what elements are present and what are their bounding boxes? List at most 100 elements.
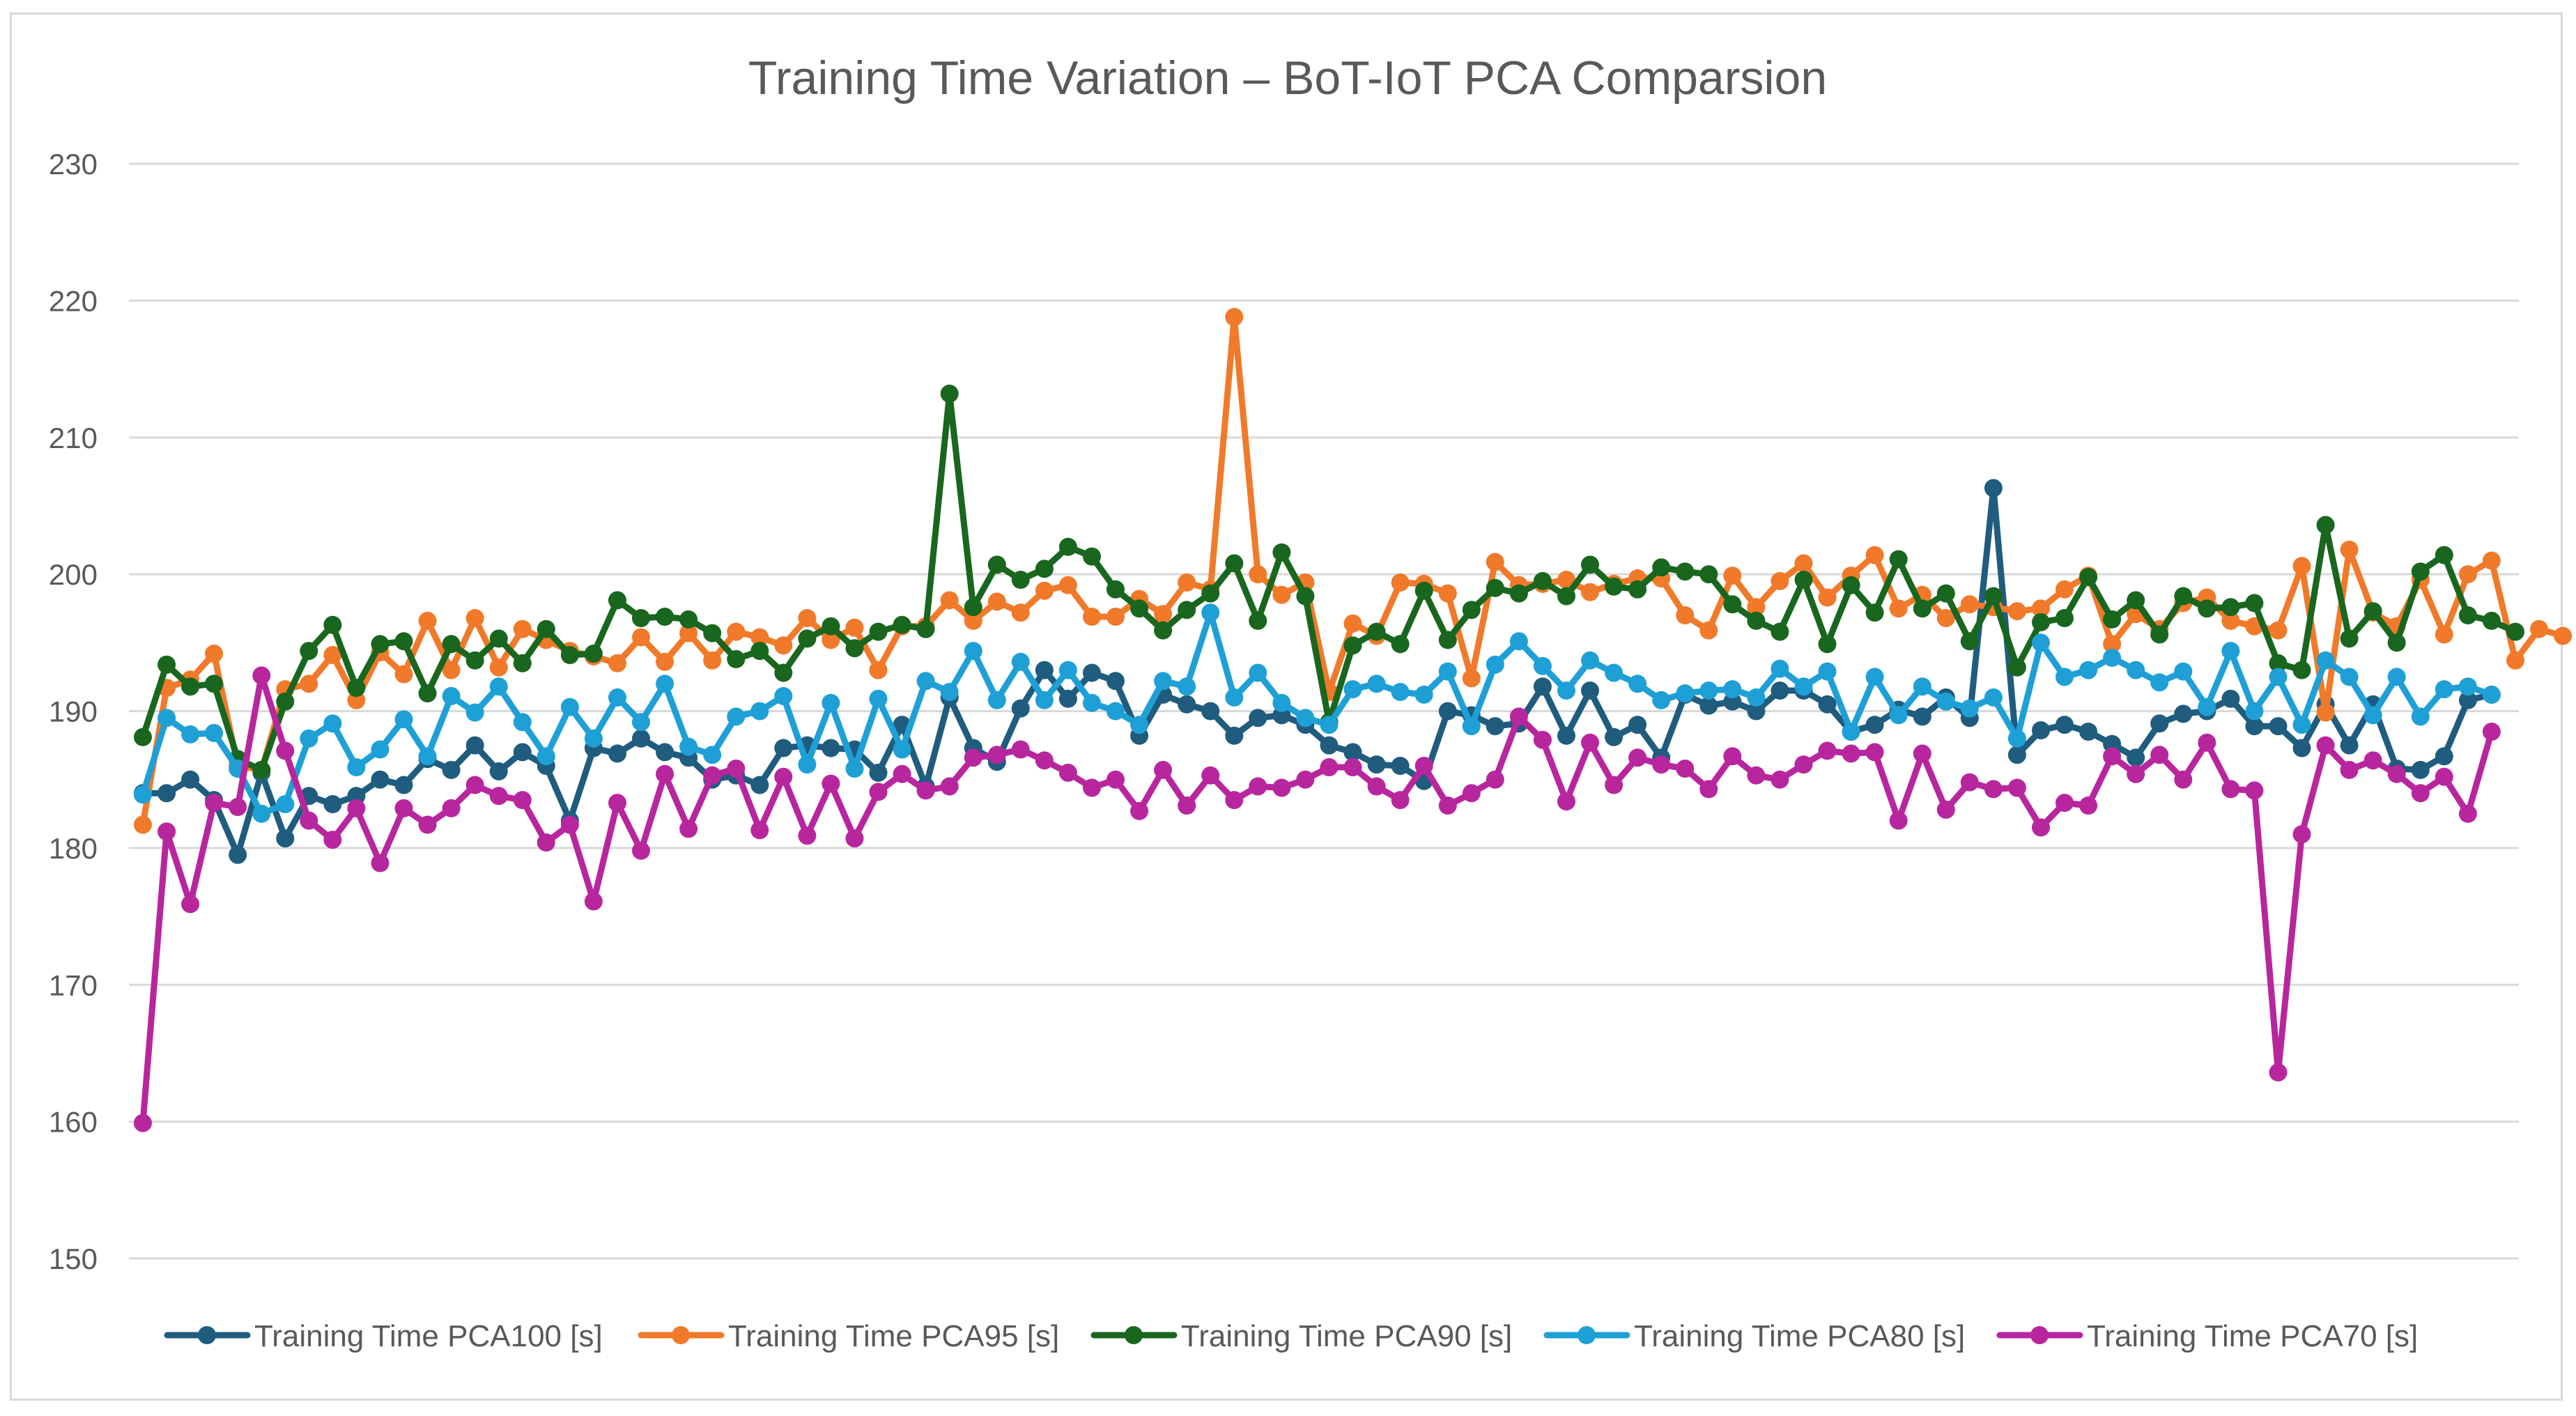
data-point [2482,723,2501,741]
data-point [1771,659,1789,678]
data-point [822,631,840,649]
data-point [157,784,176,803]
data-point [964,748,982,767]
data-point [679,610,698,629]
data-point [916,672,935,691]
data-point [1343,680,1362,699]
data-point [703,746,722,764]
y-tick-label-200: 200 [49,558,98,591]
data-point [2316,703,2335,722]
data-point [703,651,722,670]
data-point [2174,770,2193,789]
data-point [2127,748,2145,767]
y-tick-label-170: 170 [49,969,98,1001]
data-point [964,642,982,661]
data-point [2127,591,2145,610]
data-point [1747,688,1766,707]
data-point [1676,684,1695,702]
data-point [134,728,152,746]
data-point [964,611,982,630]
data-point [1960,773,1979,792]
data-point [1913,677,1931,696]
data-point [1581,651,1599,670]
data-point [1438,796,1457,815]
data-point [2363,602,2382,621]
data-point [822,617,840,636]
data-point [1391,683,1410,701]
data-point [347,799,366,817]
data-point [157,655,176,674]
data-point [2221,611,2240,630]
data-point [2316,736,2335,755]
data-point [1581,682,1599,700]
data-point [2269,654,2288,672]
data-point [1557,682,1575,700]
data-point [418,611,437,630]
chart-title: Training Time Variation – BoT-IoT PCA Co… [748,52,1827,105]
data-point [2032,613,2050,631]
data-point [1343,743,1362,762]
data-point [798,609,817,627]
legend-item-4: Training Time PCA80 [s] [1543,1319,1965,1353]
data-point [2150,673,2169,692]
data-point [1794,755,1813,774]
data-point [1818,695,1837,714]
data-point [465,776,484,794]
data-point [679,737,698,756]
data-point [1367,777,1386,796]
data-point [1438,662,1457,681]
data-point [1865,603,1884,622]
data-point [2221,689,2240,708]
data-point [2174,705,2193,723]
data-point [1272,778,1291,797]
data-point [1106,702,1125,721]
data-point [1509,707,1528,726]
data-point [205,645,224,663]
data-point [1984,780,2003,799]
data-point [1723,680,1742,699]
data-point [276,829,295,848]
data-point [2411,562,2430,581]
data-point [1035,661,1054,679]
series-line-5 [139,672,2495,1127]
data-point [1557,792,1575,811]
data-point [1414,757,1433,775]
data-point [1296,770,1315,789]
legend-swatch-marker [2030,1326,2049,1344]
data-point [1106,608,1125,626]
data-point [656,608,674,626]
legend-item-1: Training Time PCA100 [s] [164,1319,603,1353]
data-point [1486,717,1504,736]
data-point [1272,543,1291,562]
data-point [1723,595,1742,614]
data-point [347,758,366,776]
data-point [2269,668,2288,686]
series-line-4 [139,609,2495,817]
data-point [1343,636,1362,655]
data-point [2458,565,2477,584]
data-point [703,624,722,642]
data-point [1557,726,1575,745]
data-point [774,636,793,655]
data-point [560,698,579,716]
data-point [181,770,200,789]
data-point [537,833,555,852]
data-point [869,783,888,801]
legend-swatch-marker [198,1326,216,1344]
data-point [1058,576,1077,594]
data-point [1605,663,1624,682]
data-point [2458,804,2477,823]
y-tick-label-220: 220 [49,284,98,317]
data-point [1486,770,1504,789]
data-point [2411,784,2430,803]
data-point [1913,707,1931,726]
data-point [1747,702,1766,721]
data-point [2198,698,2216,716]
data-point [1225,791,1244,810]
data-point [513,791,532,810]
data-point [560,646,579,664]
data-point [1794,571,1813,589]
legend-item-2: Training Time PCA95 [s] [638,1319,1059,1353]
data-point [940,683,959,701]
data-point [1723,747,1742,766]
